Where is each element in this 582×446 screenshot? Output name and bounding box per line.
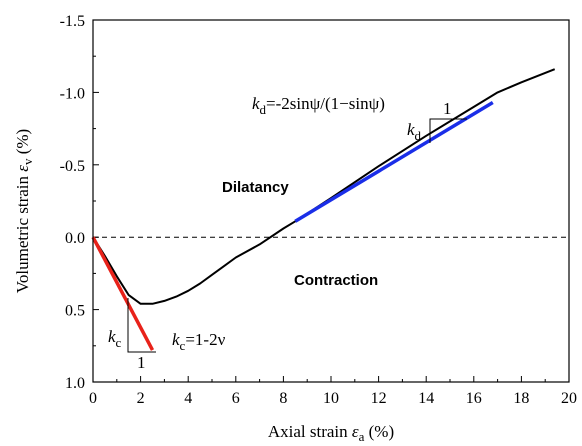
x-tick-label: 2: [137, 390, 145, 407]
y-tick-label: -0.5: [60, 158, 85, 175]
kd-one-label: 1: [443, 99, 452, 118]
kc-slope-triangle: [127, 298, 156, 353]
kd-formula-annotation: kd=-2sinψ/(1−sinψ): [252, 94, 385, 117]
plot-frame: [92, 19, 570, 383]
y-tick-label: 1.0: [65, 375, 85, 392]
x-tick-label: 6: [232, 390, 240, 407]
y-tick-label: -1.5: [60, 13, 85, 30]
x-tick-label: 20: [561, 390, 577, 407]
kc-slope-label: kc: [108, 327, 122, 350]
y-axis-title: Volumetric strain εv (%): [13, 129, 35, 293]
x-tick-label: 8: [279, 390, 287, 407]
x-tick-label: 4: [184, 390, 192, 407]
series-dilatancy-slope-line: [294, 101, 494, 223]
contraction-label: Contraction: [294, 272, 378, 289]
x-tick-label: 12: [371, 390, 387, 407]
kd-slope-triangle: [429, 118, 467, 143]
y-tick-label: 0.0: [65, 230, 85, 247]
kd-slope-label: kd: [407, 120, 422, 143]
series-contraction-slope-line: [91, 236, 155, 351]
x-ticks: 0 2 4 6 8 10 12 14 16 18 20: [89, 376, 577, 407]
x-tick-label: 0: [89, 390, 97, 407]
dilatancy-label: Dilatancy: [222, 179, 289, 196]
x-tick-label: 10: [323, 390, 339, 407]
y-tick-label: 0.5: [65, 303, 85, 320]
y-tick-label: -1.0: [60, 85, 85, 102]
series-volumetric-strain-curve: [92, 68, 556, 305]
kc-formula-annotation: kc=1-2ν: [172, 330, 226, 353]
x-tick-label: 14: [418, 390, 434, 407]
y-ticks: 1.0 0.5 0.0 -0.5 -1.0 -1.5: [60, 13, 99, 392]
x-tick-label: 18: [513, 390, 529, 407]
kc-one-label: 1: [137, 353, 146, 372]
x-tick-label: 16: [466, 390, 482, 407]
x-axis-title: Axial strain εa (%): [268, 422, 394, 444]
